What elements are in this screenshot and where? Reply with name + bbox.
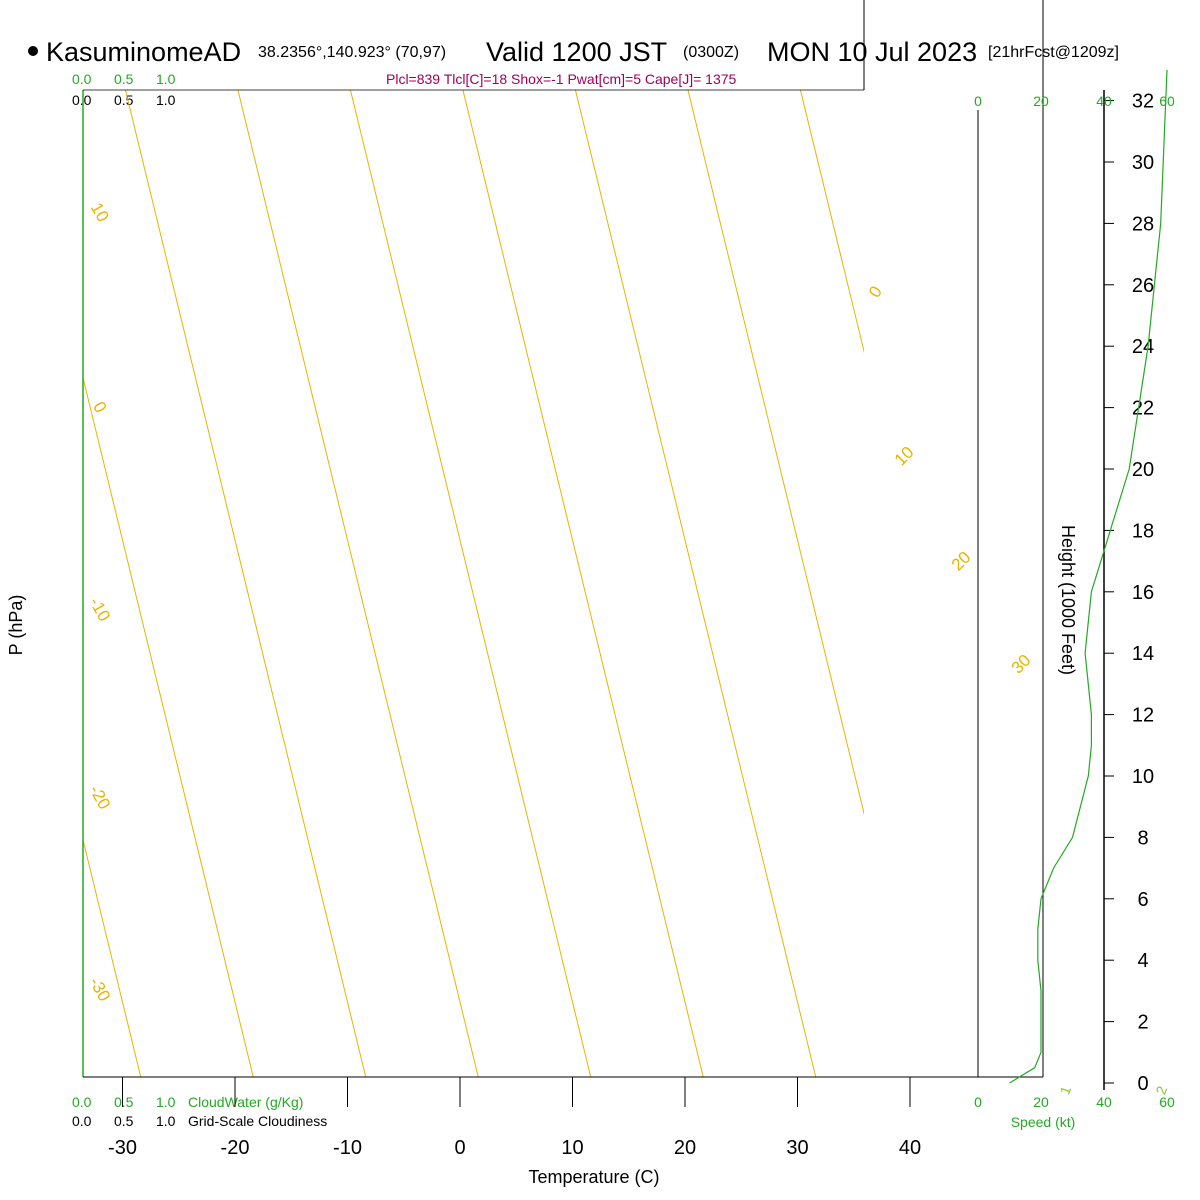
cloudiness-scale-bottom-0: 0.0 bbox=[72, 1113, 92, 1129]
background-grid bbox=[0, 0, 1200, 1077]
height-tick-label: 30 bbox=[1132, 152, 1154, 174]
speed-tick-label-bottom: 0 bbox=[974, 1094, 982, 1110]
isotherm bbox=[237, 90, 479, 1077]
cloudwater-scale-bottom-2: 1.0 bbox=[156, 1094, 176, 1110]
speed-axis-title: Speed (kt) bbox=[1011, 1114, 1076, 1130]
mixing-ratio-line bbox=[797, 0, 1073, 1077]
isotherm-label: 10 bbox=[87, 199, 113, 225]
isotherm-label: 0 bbox=[865, 283, 886, 302]
height-tick-label: 4 bbox=[1137, 950, 1148, 972]
cloudiness-label: Grid-Scale Cloudiness bbox=[188, 1113, 327, 1129]
forecast-info: [21hrFcst@1209z] bbox=[988, 44, 1119, 61]
isotherm bbox=[799, 90, 864, 354]
isotherm-label: 20 bbox=[948, 548, 975, 575]
isotherm-label: 10 bbox=[891, 443, 918, 470]
cloudiness-scale-top-1: 0.5 bbox=[114, 92, 134, 108]
speed-tick-label-top: 40 bbox=[1096, 93, 1112, 109]
cloudiness-scale-bottom-1: 0.5 bbox=[114, 1113, 134, 1129]
isotherm bbox=[0, 90, 28, 1077]
isotherm-label: -20 bbox=[85, 782, 114, 813]
height-tick-label: 14 bbox=[1132, 643, 1154, 665]
isotherm-label: -30 bbox=[85, 974, 114, 1005]
x-tick-label: 40 bbox=[899, 1137, 921, 1159]
cloudwater-scale-top-1: 0.5 bbox=[114, 71, 134, 87]
isotherm bbox=[687, 90, 864, 816]
mixing-ratio-label: 1 bbox=[1056, 1084, 1074, 1097]
speed-tick-label-bottom: 20 bbox=[1033, 1094, 1049, 1110]
speed-tick-label-top: 0 bbox=[974, 93, 982, 109]
x-tick-label: 30 bbox=[786, 1137, 808, 1159]
mixing-ratio-label: 2 bbox=[1152, 1084, 1170, 1097]
height-tick-label: 24 bbox=[1132, 336, 1154, 358]
isotherm bbox=[349, 90, 592, 1077]
isotherm bbox=[83, 837, 142, 1077]
grid-clip bbox=[0, 0, 1200, 1077]
axis-ticks: -30-20-100102030402503004005007008501000… bbox=[108, 91, 1175, 1159]
wind-speed-profile bbox=[1009, 69, 1168, 1084]
cloudwater-label: CloudWater (g/Kg) bbox=[188, 1094, 303, 1110]
x-axis-title: Temperature (C) bbox=[528, 1167, 659, 1187]
speed-tick-label-bottom: 60 bbox=[1159, 1094, 1175, 1110]
height-tick-label: 10 bbox=[1132, 766, 1154, 788]
isotherm bbox=[462, 90, 704, 1077]
cloudiness-scale-bottom-2: 1.0 bbox=[156, 1113, 176, 1129]
cloudwater-scale-bottom-0: 0.0 bbox=[72, 1094, 92, 1110]
height-tick-label: 6 bbox=[1137, 889, 1148, 911]
valid-date: MON 10 Jul 2023 bbox=[767, 37, 977, 67]
height-tick-label: 28 bbox=[1132, 213, 1154, 235]
cloudwater-scale-top-0: 0.0 bbox=[72, 71, 92, 87]
x-tick-label: 10 bbox=[561, 1137, 583, 1159]
cloudwater-scale-bottom-1: 0.5 bbox=[114, 1094, 134, 1110]
height-tick-label: 18 bbox=[1132, 520, 1154, 542]
mixing-ratio-line bbox=[884, 0, 1169, 1077]
isotherm-label: 30 bbox=[1008, 651, 1035, 678]
zulu-time: (0300Z) bbox=[683, 44, 739, 61]
speed-tick-label-top: 60 bbox=[1159, 93, 1175, 109]
isotherm bbox=[1025, 90, 1200, 1077]
valid-time: Valid 1200 JST bbox=[486, 37, 667, 67]
station-name: KasuminomeAD bbox=[46, 37, 241, 67]
isotherm-label: -10 bbox=[85, 594, 114, 625]
y-axis-title: P (hPa) bbox=[6, 595, 26, 656]
height-tick-label: 22 bbox=[1132, 398, 1154, 420]
height-tick-label: 12 bbox=[1132, 705, 1154, 727]
isotherm bbox=[913, 90, 1153, 1077]
height-tick-label: 0 bbox=[1137, 1073, 1148, 1095]
speed-tick-label-top: 20 bbox=[1033, 93, 1049, 109]
height-tick-label: 2 bbox=[1137, 1012, 1148, 1034]
station-coords: 38.2356°,140.923° (70,97) bbox=[258, 44, 446, 61]
isotherm-label: 0 bbox=[89, 398, 110, 416]
x-tick-label: 20 bbox=[674, 1137, 696, 1159]
isotherm bbox=[124, 90, 367, 1077]
isotherm bbox=[83, 375, 254, 1077]
height-tick-label: 32 bbox=[1132, 91, 1154, 113]
cloudwater-scale-top-2: 1.0 bbox=[156, 71, 176, 87]
cloudiness-scale-top-2: 1.0 bbox=[156, 92, 176, 108]
station-dot-icon bbox=[28, 46, 38, 56]
wind-layer bbox=[1009, 69, 1168, 1084]
cloudiness-scale-top-0: 0.0 bbox=[72, 92, 92, 108]
isotherm bbox=[574, 90, 817, 1077]
height-tick-label: 26 bbox=[1132, 275, 1154, 297]
height-tick-label: 8 bbox=[1137, 827, 1148, 849]
height-tick-label: 16 bbox=[1132, 582, 1154, 604]
x-tick-label: -20 bbox=[221, 1137, 250, 1159]
right-frame-diagonal bbox=[1042, 0, 1044, 1077]
x-tick-label: -30 bbox=[108, 1137, 137, 1159]
height-axis-title: Height (1000 Feet) bbox=[1058, 525, 1078, 675]
parcel-params: Plcl=839 Tlcl[C]=18 Shox=-1 Pwat[cm]=5 C… bbox=[386, 71, 737, 87]
grid-labels: 100-10-20-300102030123581220 bbox=[85, 199, 1170, 1097]
height-tick-label: 20 bbox=[1132, 459, 1154, 481]
speed-tick-label-bottom: 40 bbox=[1096, 1094, 1112, 1110]
x-tick-label: -10 bbox=[333, 1137, 362, 1159]
plot-frame bbox=[82, 0, 1105, 1090]
x-tick-label: 0 bbox=[454, 1137, 465, 1159]
